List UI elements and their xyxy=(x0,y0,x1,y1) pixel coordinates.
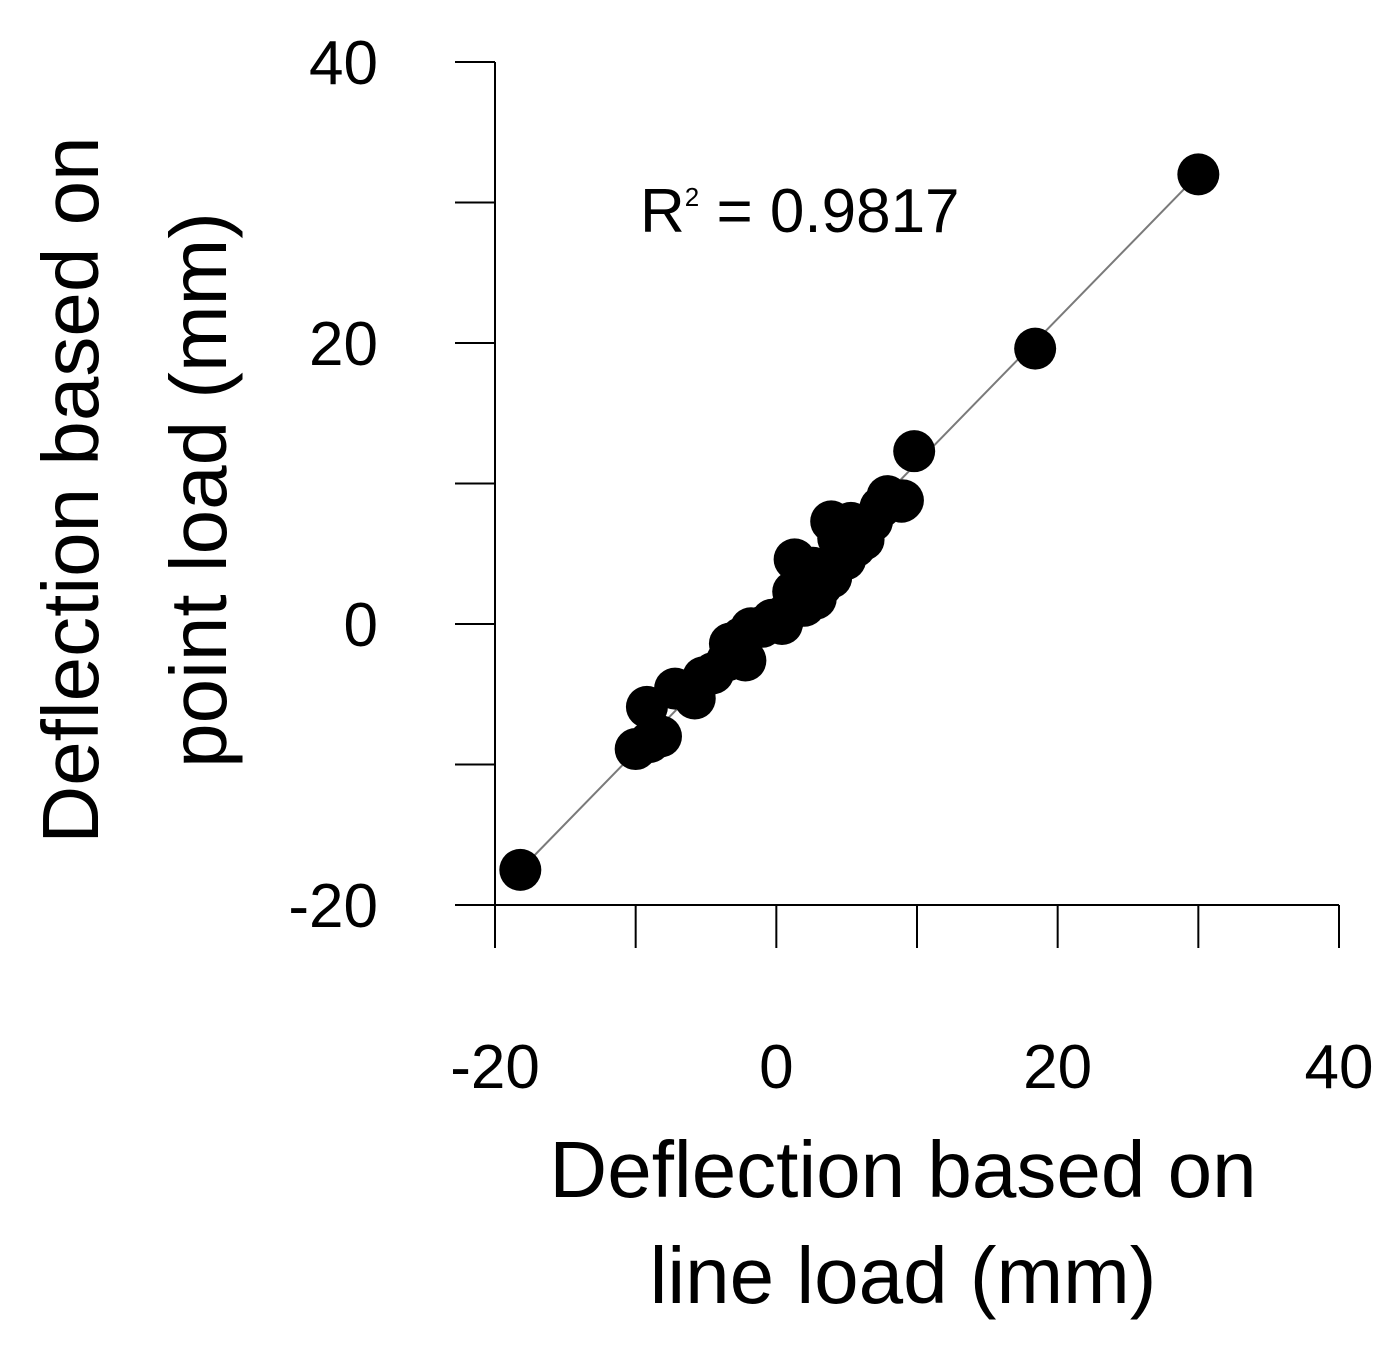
data-point xyxy=(893,430,936,473)
x-axis-title-line-1: Deflection based on xyxy=(549,1125,1256,1214)
r-squared-value: = 0.9817 xyxy=(699,177,959,246)
axes xyxy=(455,61,1340,948)
y-tick-label: 0 xyxy=(344,591,378,660)
r-squared-annotation: R2 = 0.9817 xyxy=(640,177,960,246)
tick-labels: -20 0 20 40 -20 0 20 40 xyxy=(288,29,1373,1102)
data-point xyxy=(1014,327,1057,370)
y-tick-label: 20 xyxy=(309,310,378,379)
x-tick-label: 40 xyxy=(1305,1033,1374,1102)
y-axis-title-line-1: Deflection based on xyxy=(26,136,115,843)
data-points xyxy=(499,153,1220,891)
y-tick-label: 40 xyxy=(309,29,378,98)
x-tick-label: -20 xyxy=(450,1033,540,1102)
r-squared-superscript: 2 xyxy=(685,182,699,212)
data-point xyxy=(1177,153,1220,196)
data-point xyxy=(499,848,542,891)
data-point xyxy=(881,479,924,522)
x-tick-label: 0 xyxy=(759,1033,793,1102)
x-tick-label: 20 xyxy=(1023,1033,1092,1102)
r-squared-prefix: R xyxy=(640,177,685,246)
y-tick-label: -20 xyxy=(288,872,378,941)
y-axis-title-line-2: point load (mm) xyxy=(154,212,243,768)
x-axis-title-line-2: line load (mm) xyxy=(650,1231,1157,1320)
